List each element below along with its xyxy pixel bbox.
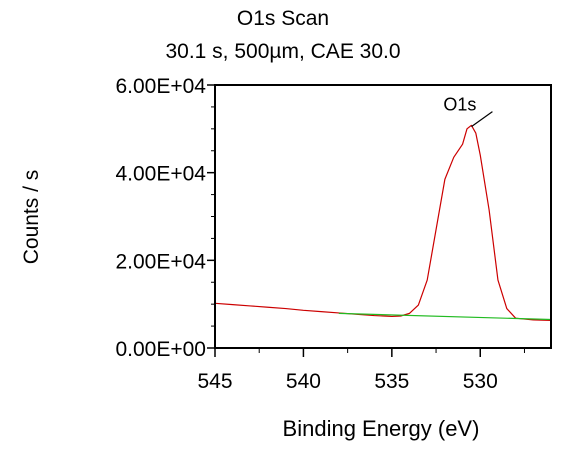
series-layer xyxy=(215,124,551,321)
y-axis-label: Counts / s xyxy=(20,170,43,265)
tick-layer: 0.00E+00 2.00E+04 4.00E+04 6.00E+04 545 540 53… xyxy=(115,75,525,393)
y-tick-label: 4.00E+04 xyxy=(115,163,206,186)
y-tick-label: 6.00E+04 xyxy=(115,75,206,98)
x-tick-label: 545 xyxy=(197,370,232,393)
annotation-layer: O1s xyxy=(443,95,493,128)
x-tick-label: 530 xyxy=(463,370,498,393)
background-line xyxy=(338,312,551,321)
x-tick-label: 535 xyxy=(374,370,409,393)
plot-frame xyxy=(214,84,552,349)
chart-title: O1s Scan xyxy=(237,7,329,30)
x-axis-label: Binding Energy (eV) xyxy=(283,416,480,441)
y-tick-label: 0.00E+00 xyxy=(115,338,206,361)
y-tick-label: 2.00E+04 xyxy=(115,250,206,273)
peak-label: O1s xyxy=(443,95,476,115)
peak-leader-line xyxy=(471,111,493,128)
x-tick-label: 540 xyxy=(286,370,321,393)
spectrum-line xyxy=(215,124,551,321)
chart-subtitle: 30.1 s, 500µm, CAE 30.0 xyxy=(165,40,400,63)
